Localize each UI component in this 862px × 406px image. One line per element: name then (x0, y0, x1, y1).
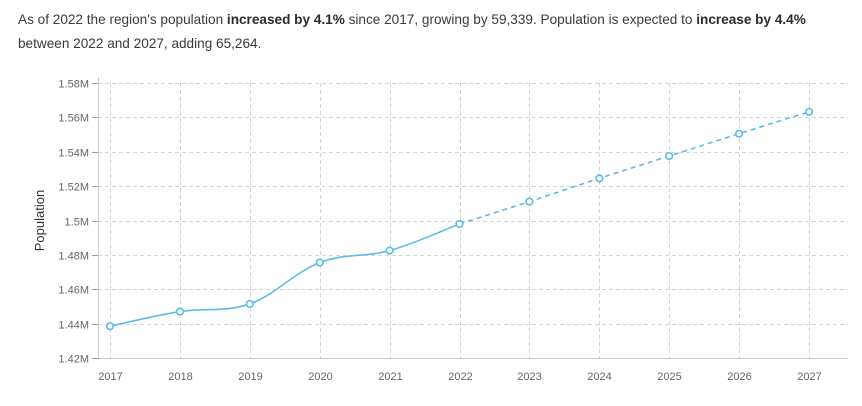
data-point-2022[interactable] (455, 219, 464, 229)
y-tick-label: 1.5M (65, 217, 89, 229)
x-tick-label: 2024 (587, 371, 611, 383)
summary-text: As of 2022 the region's population incre… (18, 8, 858, 56)
axes: 1.42M 1.44M 1.46M 1.48M 1.5M 1.52M 1.54M 1.56M 1… (58, 77, 848, 383)
y-tick-label: 1.42M (58, 354, 89, 366)
y-tick-label: 1.46M (58, 285, 89, 297)
x-tick-label: 2017 (98, 371, 122, 383)
data-point-2024[interactable] (595, 174, 604, 183)
y-tick-label: 1.48M (58, 251, 89, 263)
data-point-2017[interactable] (105, 322, 115, 331)
data-point-2021[interactable] (385, 246, 394, 255)
x-tick-label: 2023 (517, 371, 541, 383)
grid-lines (98, 83, 848, 358)
series-lines (109, 111, 810, 327)
data-points (105, 107, 814, 331)
y-tick-label: 1.56M (58, 113, 89, 125)
forecast-series-line (459, 111, 810, 225)
y-tick-label: 1.52M (58, 182, 89, 194)
summary-part-1: As of 2022 the region's population (18, 12, 227, 27)
y-tick-label: 1.44M (58, 320, 89, 332)
data-point-2020[interactable] (315, 258, 324, 267)
data-point-2026[interactable] (734, 129, 744, 138)
summary-part-3: between 2022 and 2027, adding 65,264. (18, 36, 262, 51)
data-point-2027[interactable] (804, 107, 814, 116)
x-tick-label: 2025 (657, 371, 681, 383)
x-tick-label: 2019 (238, 371, 262, 383)
x-tick-label: 2022 (448, 371, 472, 383)
data-point-2025[interactable] (665, 151, 674, 161)
x-tick-label: 2027 (797, 371, 821, 383)
y-tick-label: 1.58M (58, 79, 89, 91)
y-axis-title: Population (32, 190, 47, 251)
summary-highlight-forecast-growth: increase by 4.4% (696, 12, 806, 27)
historical-series-line (109, 223, 460, 327)
data-point-2023[interactable] (525, 197, 534, 206)
data-point-2018[interactable] (175, 307, 184, 316)
x-tick-label: 2020 (308, 371, 332, 383)
x-tick-label: 2026 (727, 371, 751, 383)
summary-part-2: since 2017, growing by 59,339. Populatio… (344, 12, 697, 27)
data-point-2019[interactable] (245, 299, 254, 308)
summary-highlight-past-growth: increased by 4.1% (226, 12, 345, 27)
x-tick-label: 2018 (168, 371, 192, 383)
x-tick-label: 2021 (378, 371, 402, 383)
y-tick-label: 1.54M (58, 148, 89, 160)
